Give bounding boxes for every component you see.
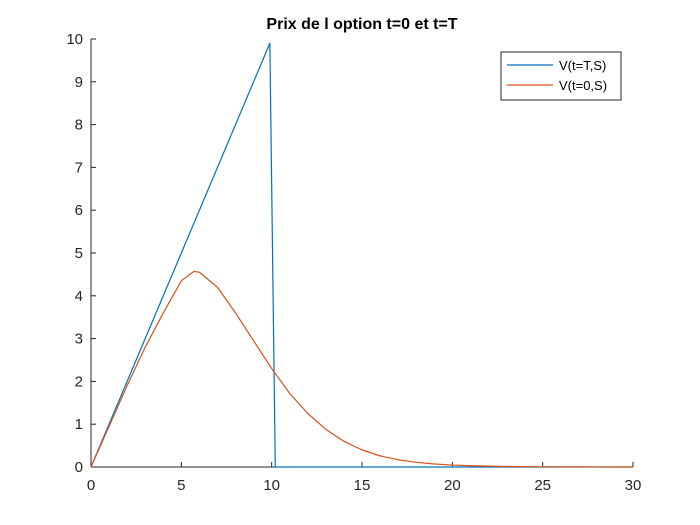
legend-label-1: V(t=0,S) <box>559 78 607 93</box>
series-line-1 <box>90 270 634 468</box>
legend: V(t=T,S) V(t=0,S) <box>500 51 622 101</box>
y-tick-label: 1 <box>75 416 83 433</box>
y-tick-label: 4 <box>75 288 83 305</box>
y-tick-label: 10 <box>66 31 83 48</box>
y-tick-label: 2 <box>75 373 83 390</box>
x-tick-label: 30 <box>625 477 642 494</box>
y-tick-label: 7 <box>75 159 83 176</box>
x-tick-label: 10 <box>263 477 280 494</box>
y-tick-label: 6 <box>75 202 83 219</box>
axes: 0 5 10 15 20 25 30 0 1 2 3 4 5 6 7 8 9 10 <box>66 31 641 494</box>
series-line-0 <box>90 42 633 468</box>
legend-label-0: V(t=T,S) <box>559 58 606 73</box>
y-tick-label: 3 <box>75 331 83 348</box>
x-tick-label: 0 <box>87 477 95 494</box>
chart-title: Prix de l option t=0 et t=T <box>266 16 457 33</box>
x-tick-label: 25 <box>534 477 551 494</box>
y-tick-label: 5 <box>75 245 83 262</box>
series-layer <box>90 42 634 468</box>
x-tick-label: 20 <box>444 477 461 494</box>
y-tick-label: 0 <box>75 459 83 476</box>
x-tick-label: 5 <box>177 477 185 494</box>
y-tick-label: 9 <box>75 74 83 91</box>
y-tick-label: 8 <box>75 117 83 134</box>
x-tick-label: 15 <box>354 477 371 494</box>
legend-box <box>500 51 622 101</box>
